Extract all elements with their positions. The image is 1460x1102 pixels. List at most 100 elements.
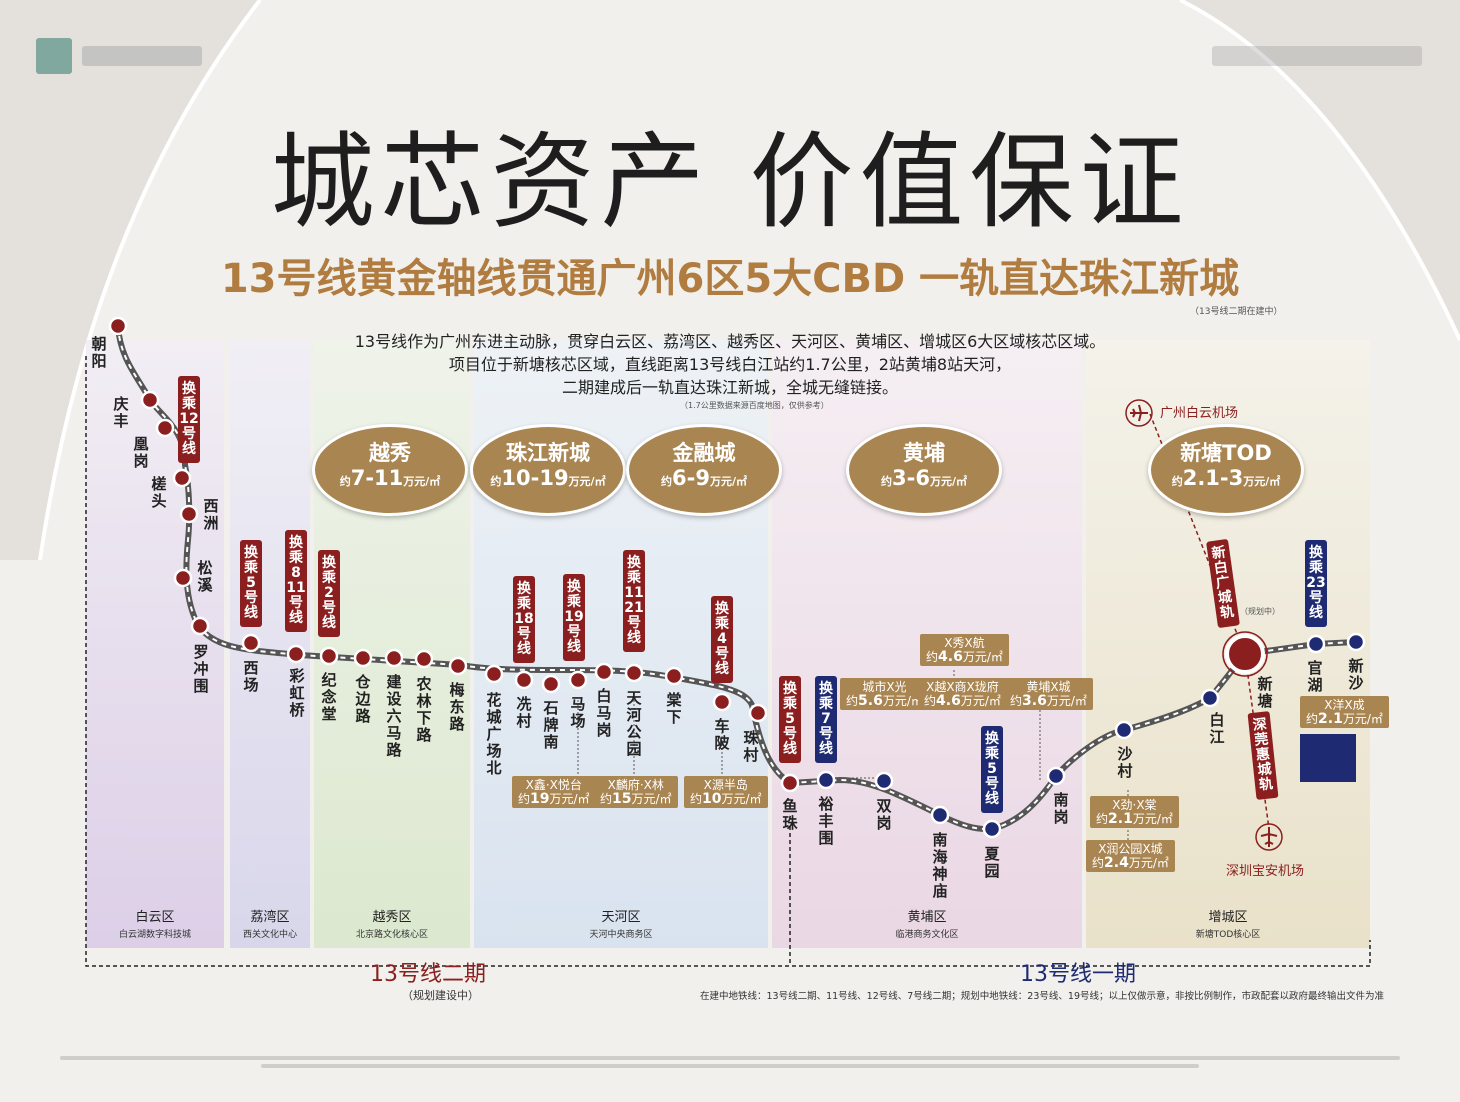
station-dot	[712, 692, 732, 712]
station-dot	[541, 674, 561, 694]
station-dot	[384, 648, 404, 668]
station-name: 西场	[243, 659, 259, 694]
price-oval: 越秀 约7-11万元/㎡	[312, 424, 468, 516]
price-pre: 约	[924, 694, 937, 708]
station-name: 珠村	[743, 729, 759, 764]
price-value: 4.6	[938, 649, 963, 665]
station-dot	[624, 663, 644, 683]
station-dot	[155, 418, 175, 438]
subtitle-note: （13号线二期在建中）	[1190, 307, 1283, 317]
station-dot	[1200, 688, 1220, 708]
oval-unit: 万元/㎡	[568, 475, 606, 488]
price-pre: 约	[1092, 856, 1105, 870]
station-dot	[514, 670, 534, 690]
oval-price: 3-6	[892, 466, 930, 490]
oval-name: 越秀	[369, 441, 411, 465]
developer-logo	[36, 38, 216, 74]
oval-price: 10-19	[501, 466, 569, 490]
price-value: 10	[702, 791, 722, 807]
oval-price: 6-9	[672, 466, 710, 490]
station-dot	[748, 703, 768, 723]
station-name: 夏园	[984, 845, 1000, 880]
intro-note: （1.7公里数据来源百度地图，仅供参考）	[680, 401, 829, 410]
oval-unit: 万元/㎡	[403, 475, 441, 488]
station-name: 双岗	[876, 797, 892, 832]
station-name: 仓边路	[355, 673, 371, 725]
station-dot	[241, 633, 261, 653]
project-name: X润公园X城	[1098, 842, 1163, 856]
station-dot	[780, 773, 800, 793]
price-unit: 万元/㎡	[631, 792, 672, 806]
project-price-box: X鑫·X悦台 约19万元/㎡	[512, 776, 596, 808]
project-price-box: X洋X成 约2.1万元/㎡	[1300, 696, 1389, 728]
station-dot	[816, 770, 836, 790]
station-name: 白马岗	[596, 687, 612, 739]
district-name: 天河区	[601, 910, 641, 925]
project-name: X越X商X珑府	[926, 680, 999, 694]
price-pre: 约	[926, 650, 939, 664]
price-pre: 约	[690, 792, 703, 806]
transfer-tag: 换乘12号线	[178, 376, 200, 463]
transfer-tag: 换乘19号线	[563, 574, 585, 661]
oval-name: 珠江新城	[506, 441, 590, 465]
oval-price: 2.1-3	[1182, 466, 1244, 490]
district-name: 白云区	[135, 910, 175, 925]
station-dot	[1306, 634, 1326, 654]
intro-line: 13号线作为广州东进主动脉，贯穿白云区、荔湾区、越秀区、天河区、黄埔区、增城区6…	[354, 332, 1106, 351]
station-dot	[190, 616, 210, 636]
airport-label: 深圳宝安机场	[1226, 864, 1305, 879]
project-marker	[1300, 734, 1356, 782]
price-oval: 金融城 约6-9万元/㎡	[626, 424, 782, 516]
price-value: 19	[530, 791, 550, 807]
station-name: 冼村	[516, 695, 532, 730]
station-name: 梅东路	[449, 681, 465, 733]
price-value: 4.6	[936, 693, 961, 709]
project-name: X秀X航	[944, 636, 985, 650]
project-logo	[1212, 40, 1422, 70]
station-name: 天河公园	[626, 689, 642, 758]
price-value: 3.6	[1022, 693, 1047, 709]
phase-label: 13号线二期	[370, 962, 486, 987]
project-name: X麟府·X林	[607, 778, 664, 792]
station-dot	[319, 646, 339, 666]
station-dot	[1346, 632, 1366, 652]
oval-pre: 约	[339, 475, 351, 488]
station-name: 罗冲围	[193, 643, 209, 695]
project-price-box: X麟府·X林 约15万元/㎡	[594, 776, 678, 808]
station-name: 沙村	[1117, 745, 1133, 780]
transfer-tag: 换乘5号线	[981, 726, 1003, 813]
xintang-hub-dot	[1225, 634, 1265, 674]
station-dot	[930, 805, 950, 825]
transfer-note: （规划中）	[1240, 607, 1280, 616]
station-name: 西洲	[203, 497, 219, 532]
price-oval: 珠江新城 约10-19万元/㎡	[470, 424, 626, 516]
station-name: 白江	[1209, 711, 1225, 746]
project-price-box: X润公园X城 约2.4万元/㎡	[1086, 840, 1175, 872]
station-dot	[448, 656, 468, 676]
district-panel-baiyun: 白云区 白云湖数字科技城	[86, 340, 224, 948]
station-name: 裕丰围	[818, 795, 834, 847]
station-name: 农林下路	[416, 675, 432, 744]
project-name: X源半岛	[703, 778, 748, 792]
intro-text: 13号线作为广州东进主动脉，贯穿白云区、荔湾区、越秀区、天河区、黄埔区、增城区6…	[260, 330, 1200, 399]
oval-unit: 万元/㎡	[709, 475, 747, 488]
station-name: 马场	[570, 695, 586, 730]
project-price-box: X劲·X棠 约2.1万元/㎡	[1090, 796, 1179, 828]
transfer-tag: 换乘5号线	[240, 540, 262, 627]
oval-name: 黄埔	[903, 441, 945, 465]
price-pre: 约	[1010, 694, 1023, 708]
price-value: 2.4	[1104, 855, 1129, 871]
station-name: 朝阳	[91, 335, 107, 370]
page-subtitle: 13号线黄金轴线贯通广州6区5大CBD 一轨直达珠江新城	[220, 256, 1240, 302]
price-oval: 黄埔 约3-6万元/㎡	[846, 424, 1002, 516]
station-dot	[664, 666, 684, 686]
price-pre: 约	[518, 792, 531, 806]
price-unit: 万元/㎡	[1132, 812, 1173, 826]
station-name: 花城广场北	[486, 691, 502, 777]
station-name: 彩虹桥	[289, 667, 305, 719]
price-pre: 约	[846, 694, 859, 708]
station-name: 鱼珠	[782, 797, 798, 832]
price-unit: 万元/㎡	[960, 694, 1001, 708]
station-name: 石牌南	[543, 699, 559, 751]
